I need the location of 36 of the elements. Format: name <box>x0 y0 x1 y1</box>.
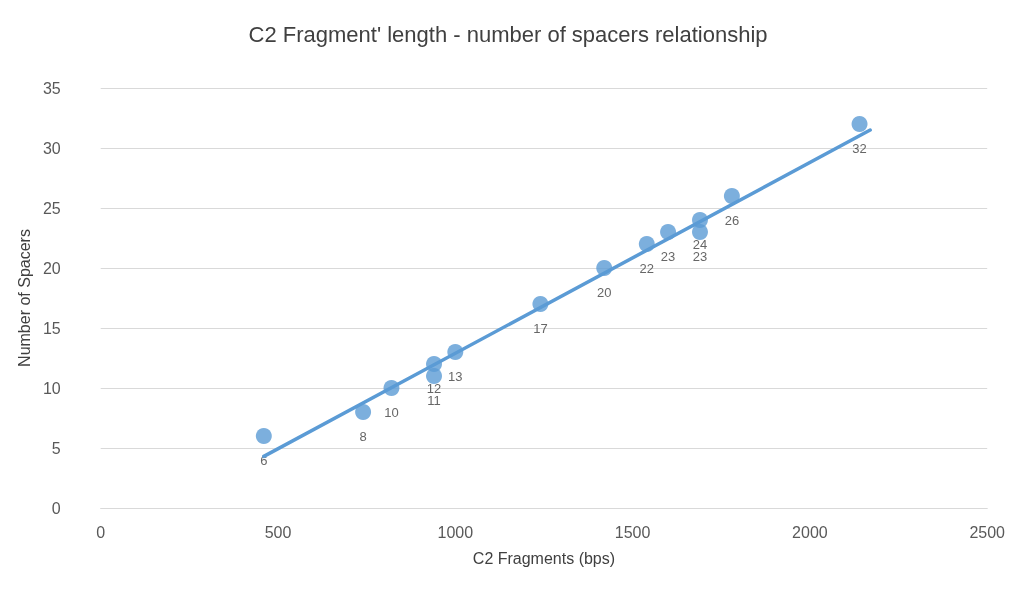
y-tick-label: 0 <box>51 499 61 517</box>
y-tick-label: 20 <box>42 259 61 277</box>
x-tick-label: 1500 <box>614 523 651 541</box>
y-axis-title: Number of Spacers <box>15 229 33 367</box>
data-label: 23 <box>692 249 708 264</box>
data-label: 32 <box>852 141 867 156</box>
point <box>255 428 272 444</box>
data-label: 8 <box>359 429 367 444</box>
y-tick-label: 15 <box>42 319 61 337</box>
data-label: 17 <box>533 321 548 336</box>
x-tick-label: 2500 <box>969 523 1006 541</box>
data-label: 12 <box>426 381 442 396</box>
x-tick-label: 2000 <box>792 523 828 541</box>
y-tick-label: 25 <box>42 199 61 217</box>
point <box>851 116 868 132</box>
data-label: 26 <box>724 213 740 228</box>
data-label: 20 <box>597 285 612 300</box>
point <box>426 368 443 384</box>
chart-title: C2 Fragment' length - number of spacers relationship <box>248 21 768 47</box>
point <box>691 224 708 240</box>
data-label: 11 <box>427 393 441 408</box>
y-tick-label: 35 <box>42 79 61 97</box>
data-label: 13 <box>448 369 463 384</box>
x-tick-label: 500 <box>264 523 292 541</box>
y-tick-label: 10 <box>42 379 61 397</box>
x-tick-label: 0 <box>96 523 106 541</box>
point <box>355 404 372 420</box>
point <box>723 188 740 204</box>
x-axis-title: C2 Fragments (bps) <box>472 549 616 567</box>
data-label: 24 <box>692 237 708 252</box>
y-tick-label: 5 <box>51 439 61 457</box>
data-label: 22 <box>639 261 655 276</box>
data-label: 23 <box>660 249 676 264</box>
y-tick-label: 30 <box>42 139 61 157</box>
x-tick-label: 1000 <box>437 523 474 541</box>
data-label: 10 <box>384 405 399 420</box>
